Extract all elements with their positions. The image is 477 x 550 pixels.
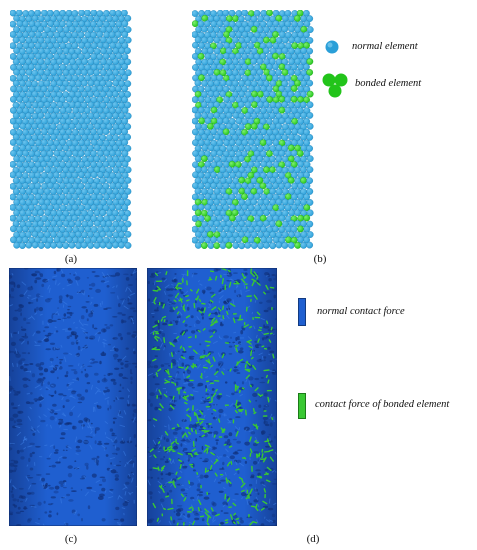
panel-b-caption: (b) bbox=[313, 253, 327, 265]
bonded-contact-force-icon bbox=[298, 393, 306, 424]
panel-c-contact-force bbox=[9, 268, 137, 526]
panel-a-particle-packing bbox=[10, 10, 132, 250]
panel-b-particle-packing bbox=[192, 10, 314, 250]
bonded-element-label: bonded element bbox=[355, 78, 422, 89]
normal-contact-force-label: normal contact force bbox=[317, 306, 405, 317]
normal-element-label: normal element bbox=[352, 41, 418, 52]
bonded-contact-force-label: contact force of bonded element bbox=[315, 399, 450, 410]
panel-c-caption: (c) bbox=[64, 533, 78, 545]
panel-d-image bbox=[147, 268, 277, 526]
panel-a-image bbox=[10, 10, 132, 250]
panel-b-image bbox=[192, 10, 314, 250]
bonded-element-icon bbox=[320, 70, 350, 105]
panel-d-caption: (d) bbox=[306, 533, 320, 545]
panel-d-contact-force bbox=[147, 268, 277, 526]
normal-contact-force-icon bbox=[298, 298, 306, 331]
normal-element-icon bbox=[323, 38, 341, 61]
panel-a-caption: (a) bbox=[64, 253, 78, 265]
panel-c-image bbox=[9, 268, 137, 526]
